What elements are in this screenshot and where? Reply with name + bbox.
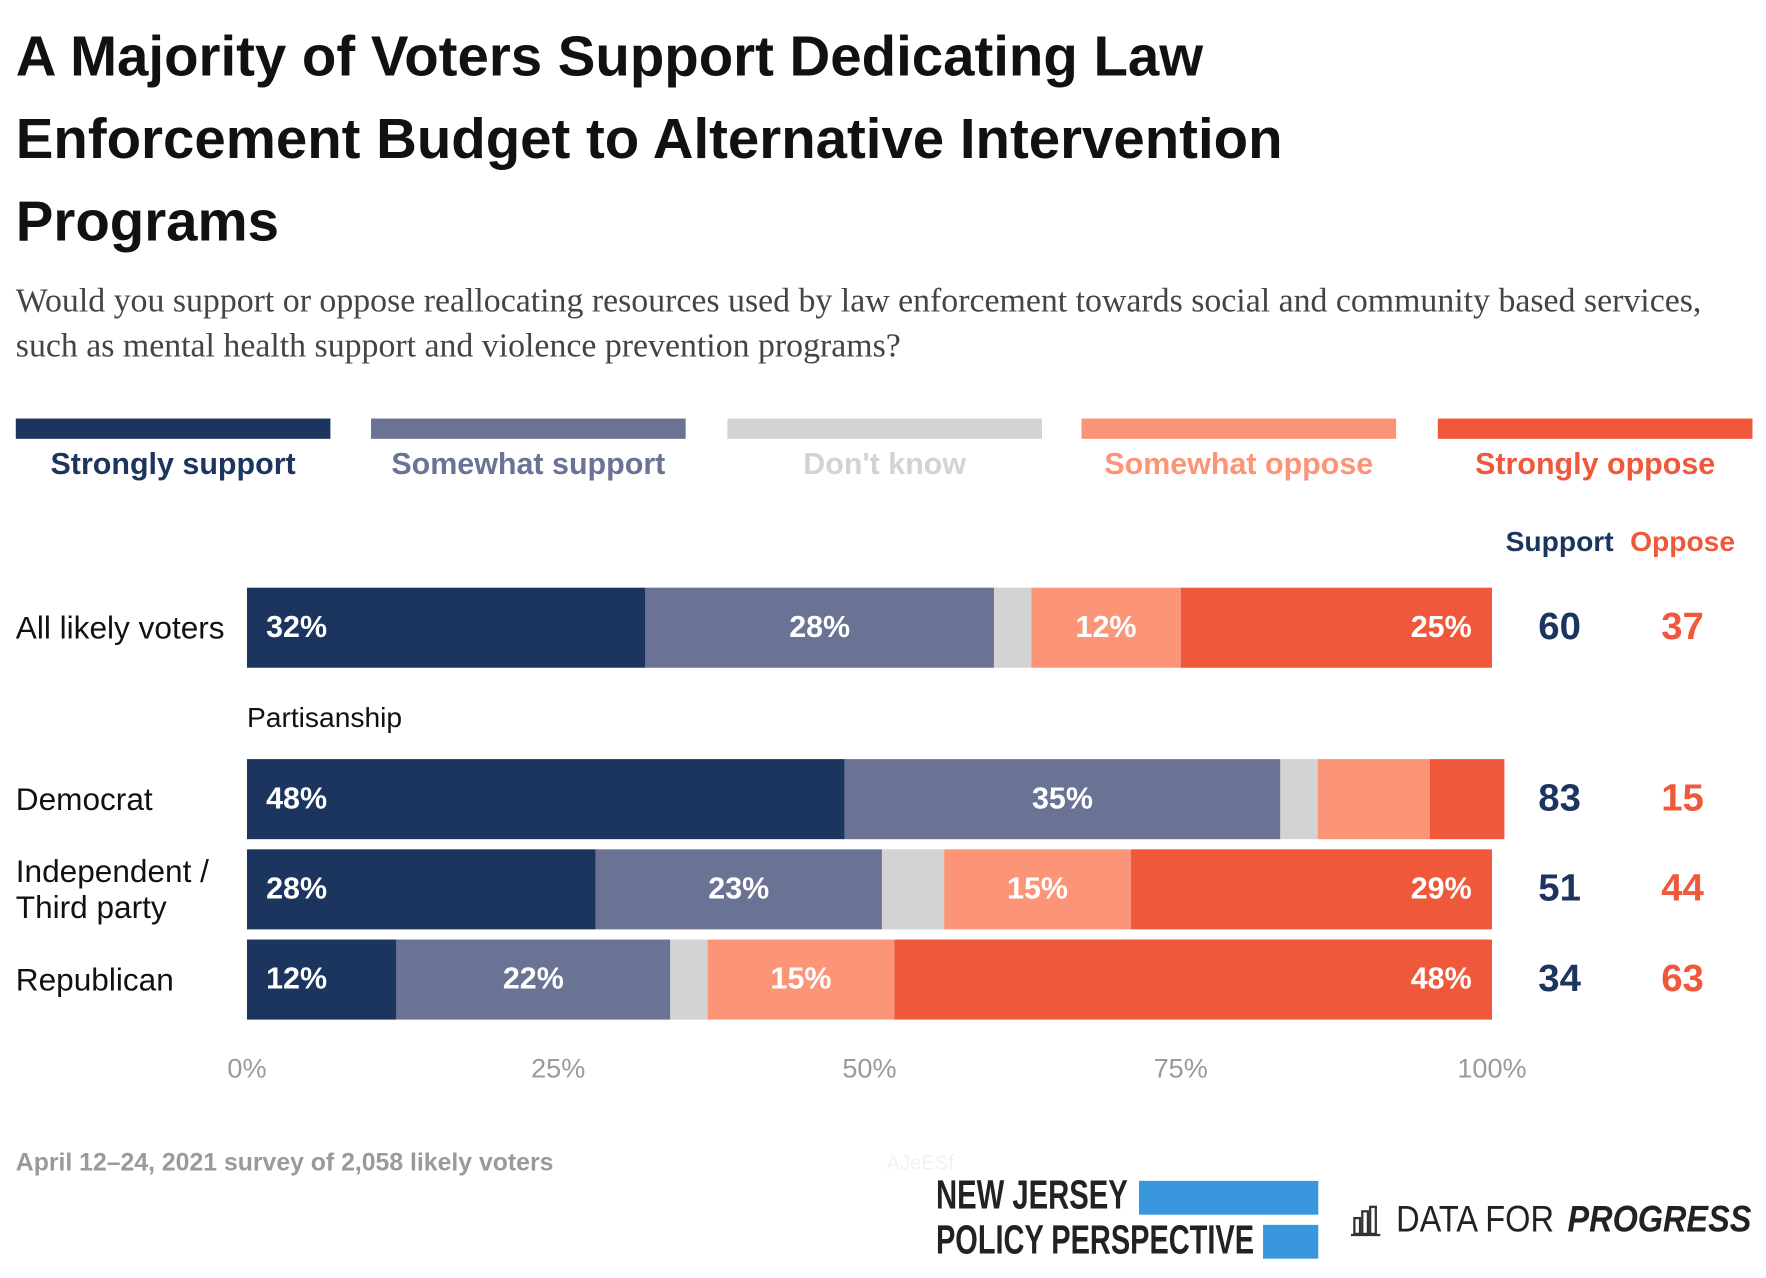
total-value: 15: [1661, 776, 1704, 819]
total-value: 51: [1538, 867, 1581, 910]
totals-header: Support: [1506, 525, 1615, 557]
value-label: 15%: [1007, 872, 1068, 906]
bar-segment: [1031, 587, 1181, 668]
group-label: Partisanship: [247, 701, 402, 733]
total-value: 37: [1661, 605, 1704, 648]
bar-segment: [1429, 759, 1505, 840]
bar-segment: [993, 587, 1032, 668]
category-box: All likely voters: [15, 609, 225, 645]
legend-swatch: [727, 418, 1043, 439]
njpp-logo: NEW JERSEY POLICY PERSPECTIVE: [936, 1172, 1319, 1263]
subtitle-box: Would you support or oppose reallocating…: [15, 282, 1702, 365]
value-label: 35%: [1032, 781, 1093, 815]
value-label: 23%: [708, 872, 769, 906]
bar-segment: [595, 849, 882, 930]
logo-text: POLICY PERSPECTIVE: [936, 1217, 1254, 1263]
logo-icon: [1351, 1205, 1381, 1237]
logo-text: PROGRESS: [1568, 1197, 1752, 1239]
category-label: Democrat: [15, 781, 153, 817]
category-label: All likely voters: [15, 609, 225, 645]
bar-segment: [881, 849, 945, 930]
value-label: 12%: [266, 962, 327, 996]
x-tick-label: 50%: [842, 1053, 896, 1083]
bar-segment: [396, 939, 671, 1020]
x-tick-label: 100%: [1457, 1053, 1526, 1083]
category-label: Republican: [15, 961, 174, 997]
x-tick-label: 25%: [531, 1053, 585, 1083]
watermark: AJeESf: [886, 1152, 954, 1174]
value-label: 25%: [1411, 610, 1472, 644]
value-label: 32%: [266, 610, 327, 644]
bar-segment: [944, 849, 1131, 930]
bar-segment: [1280, 759, 1318, 840]
legend-label: Strongly oppose: [1475, 447, 1715, 481]
bar-segment: [707, 939, 895, 1020]
bar-segment: [894, 939, 1492, 1020]
logo-shape: [1263, 1224, 1319, 1259]
x-tick-label: 75%: [1154, 1053, 1208, 1083]
legend-label: Strongly support: [51, 447, 296, 481]
total-value: 60: [1538, 605, 1581, 648]
chart-subtitle: Would you support or oppose reallocating…: [15, 282, 1702, 365]
chart-title: A Majority of Voters Support Dedicating …: [15, 24, 1283, 253]
legend-swatch: [1437, 418, 1753, 439]
legend-label: Don't know: [803, 447, 966, 481]
logo-text: DATA FOR: [1396, 1197, 1554, 1239]
x-tick-label: 0%: [227, 1053, 266, 1083]
logo-text: NEW JERSEY: [936, 1172, 1128, 1218]
legend-label: Somewhat support: [391, 447, 665, 481]
value-label: 48%: [266, 781, 327, 815]
note: April 12–24, 2021 survey of 2,058 likely…: [16, 1149, 554, 1176]
category-box: Democrat: [15, 781, 153, 817]
bar-segment: [246, 939, 397, 1020]
legend-swatch: [15, 418, 331, 439]
bar-segment: [1317, 759, 1430, 840]
value-label: 12%: [1076, 610, 1137, 644]
legend-swatch: [371, 418, 686, 439]
value-label: 28%: [266, 872, 327, 906]
logo-shape: [1138, 1180, 1319, 1215]
legend-label: Somewhat oppose: [1104, 447, 1373, 481]
dfp-logo: DATA FOR PROGRESS: [1351, 1197, 1751, 1239]
value-label: 28%: [789, 610, 850, 644]
bar-segment: [246, 849, 596, 930]
total-value: 83: [1538, 776, 1581, 819]
total-value: 34: [1538, 957, 1581, 1000]
value-label: 48%: [1411, 962, 1472, 996]
bar-segment: [246, 759, 845, 840]
bar-segment: [645, 587, 994, 668]
bar-segment: [1180, 587, 1492, 668]
value-label: 22%: [503, 962, 564, 996]
total-value: 63: [1661, 957, 1704, 1000]
bar-segment: [670, 939, 708, 1020]
value-label: 15%: [771, 962, 832, 996]
bar-segment: [1130, 849, 1492, 930]
title-box: A Majority of Voters Support Dedicating …: [15, 24, 1283, 253]
totals-header: Oppose: [1630, 525, 1735, 557]
category-label: Independent / Third party: [15, 853, 209, 925]
bar-segment: [844, 759, 1281, 840]
legend-swatch: [1081, 418, 1397, 439]
bar-segment: [246, 587, 646, 668]
category-box: Republican: [15, 961, 174, 997]
total-value: 44: [1661, 867, 1704, 910]
category-box: Independent / Third party: [15, 853, 209, 925]
value-label: 29%: [1411, 872, 1472, 906]
